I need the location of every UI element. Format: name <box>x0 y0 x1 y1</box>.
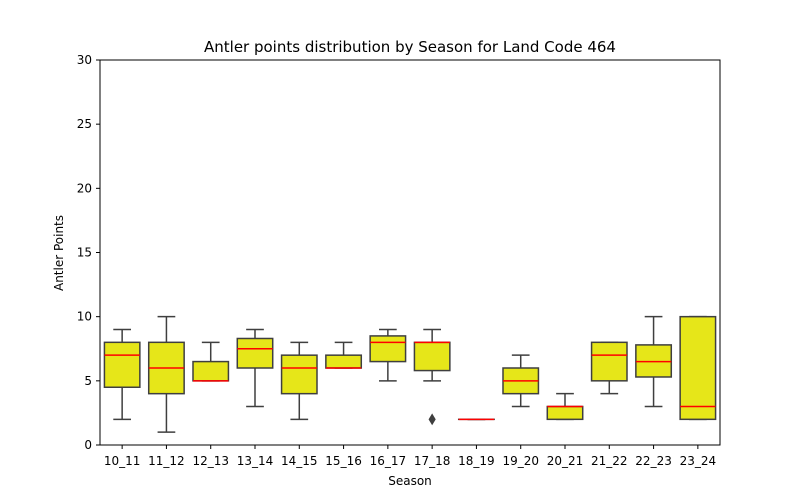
box-17_18 <box>413 341 451 372</box>
x-tick-label: 20_21 <box>547 454 584 468</box>
x-tick-label: 22_23 <box>635 454 672 468</box>
y-axis-label: Antler Points <box>52 215 66 291</box>
y-tick-label: 30 <box>77 53 92 67</box>
y-tick-label: 0 <box>84 438 92 452</box>
box-23_24 <box>679 315 717 421</box>
box-15_16 <box>325 354 363 369</box>
x-tick-label: 16_17 <box>370 454 407 468</box>
box-16_17 <box>369 335 407 363</box>
y-tick-label: 25 <box>77 117 92 131</box>
y-tick-label: 15 <box>77 246 92 260</box>
x-tick-label: 14_15 <box>281 454 318 468</box>
box-10_11 <box>103 341 141 389</box>
box-13_14 <box>236 337 274 369</box>
plot-area: 0 5 10 15 20 25 30 10_11 11_12 12_13 13_14 14_15 15_… <box>77 53 721 468</box>
y-tick-label: 5 <box>84 374 92 388</box>
y-tick-label: 20 <box>77 181 92 195</box>
x-tick-label: 15_16 <box>325 454 362 468</box>
x-tick-label: 18_19 <box>458 454 495 468</box>
x-tick-label: 13_14 <box>237 454 274 468</box>
box-12_13 <box>192 360 230 382</box>
x-tick-label: 19_20 <box>502 454 539 468</box>
box-21_22 <box>590 341 628 382</box>
plot-frame <box>99 59 721 446</box>
box-14_15 <box>280 354 318 395</box>
x-axis-label: Season <box>388 474 432 488</box>
x-tick-label: 12_13 <box>192 454 229 468</box>
x-tick-label: 11_12 <box>148 454 185 468</box>
x-tick-label: 17_18 <box>414 454 451 468</box>
x-tick-label: 10_11 <box>104 454 141 468</box>
x-tick-label: 21_22 <box>591 454 628 468</box>
chart-title: Antler points distribution by Season for… <box>204 38 616 56</box>
box-20_21 <box>546 405 584 421</box>
outlier-point <box>428 413 436 426</box>
y-tick-label: 10 <box>77 310 92 324</box>
x-tick-label: 23_24 <box>680 454 717 468</box>
